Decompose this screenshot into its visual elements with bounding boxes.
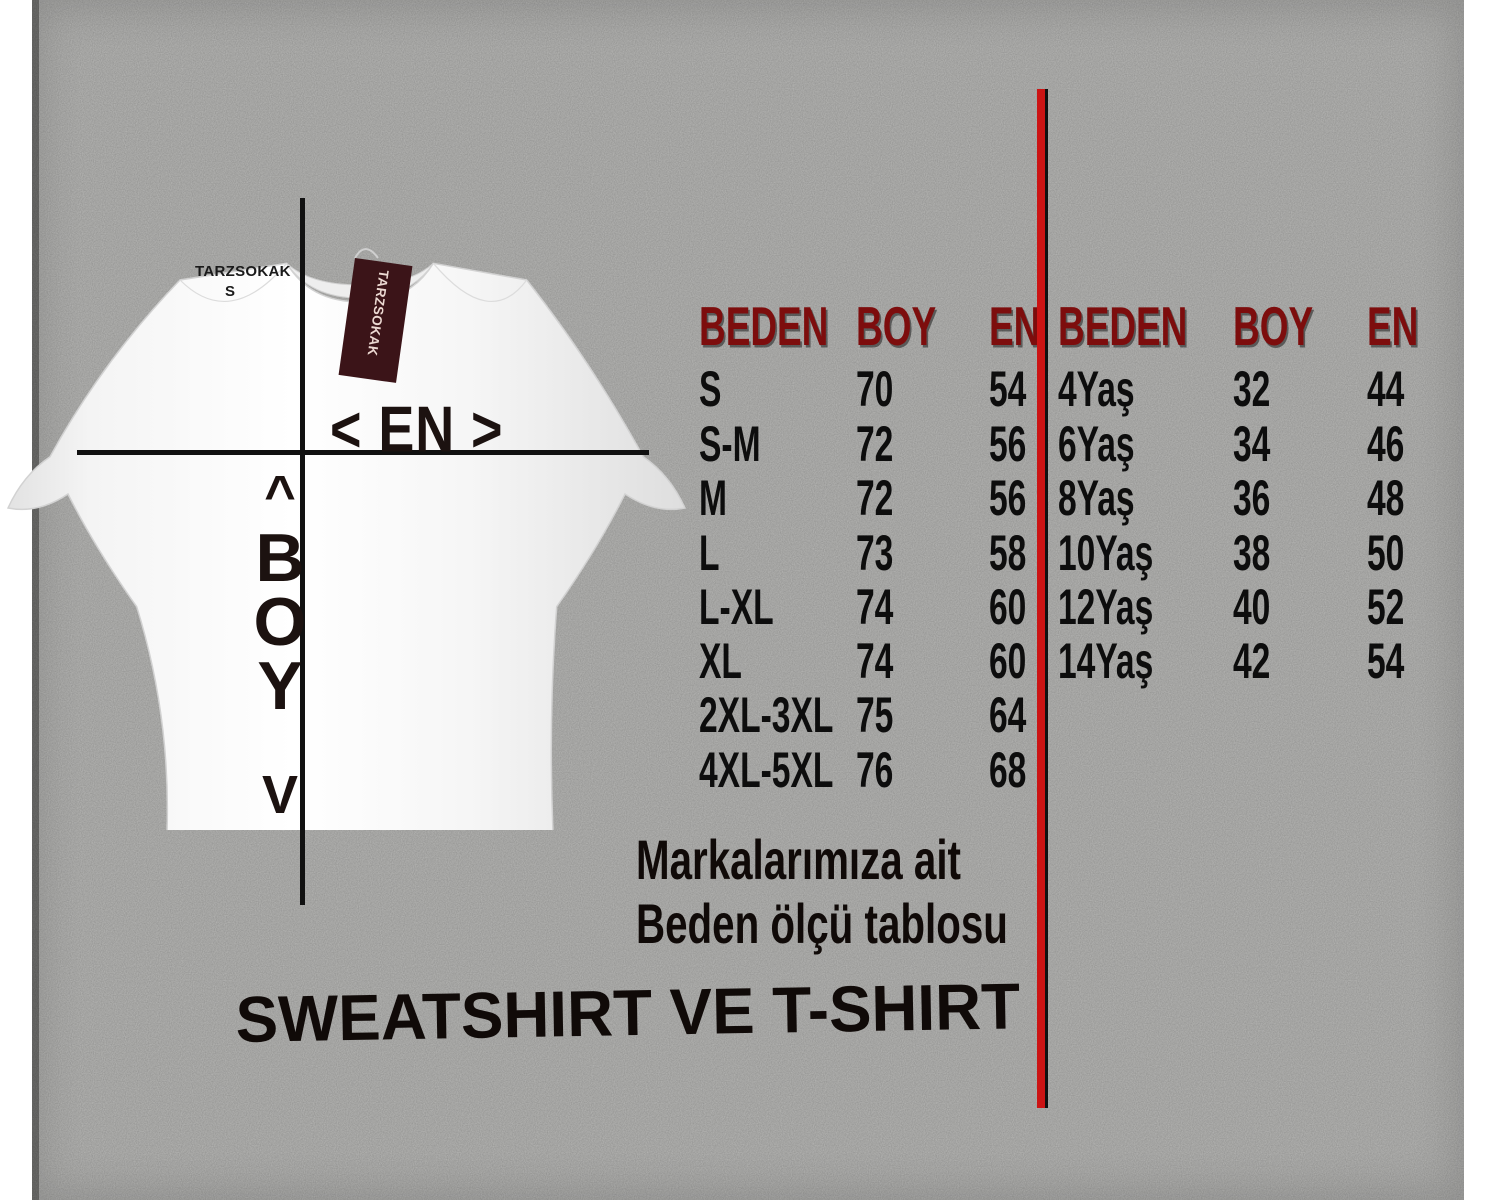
- svg-text:S: S: [225, 283, 235, 300]
- svg-text:TARZSOKAK: TARZSOKAK: [195, 263, 291, 280]
